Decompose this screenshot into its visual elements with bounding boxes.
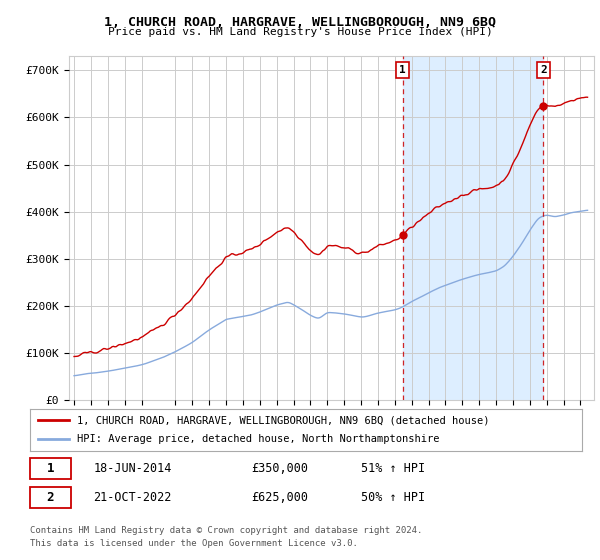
Text: 50% ↑ HPI: 50% ↑ HPI bbox=[361, 491, 425, 504]
FancyBboxPatch shape bbox=[30, 458, 71, 479]
Text: Contains HM Land Registry data © Crown copyright and database right 2024.: Contains HM Land Registry data © Crown c… bbox=[30, 526, 422, 535]
Text: 2: 2 bbox=[540, 65, 547, 75]
Bar bbox=[403, 56, 544, 400]
Text: 51% ↑ HPI: 51% ↑ HPI bbox=[361, 462, 425, 475]
Text: This data is licensed under the Open Government Licence v3.0.: This data is licensed under the Open Gov… bbox=[30, 539, 358, 548]
Text: 1, CHURCH ROAD, HARGRAVE, WELLINGBOROUGH, NN9 6BQ: 1, CHURCH ROAD, HARGRAVE, WELLINGBOROUGH… bbox=[104, 16, 496, 29]
Text: HPI: Average price, detached house, North Northamptonshire: HPI: Average price, detached house, Nort… bbox=[77, 435, 439, 445]
Text: 1: 1 bbox=[47, 462, 54, 475]
Text: 21-OCT-2022: 21-OCT-2022 bbox=[94, 491, 172, 504]
Text: Price paid vs. HM Land Registry's House Price Index (HPI): Price paid vs. HM Land Registry's House … bbox=[107, 27, 493, 37]
Text: 1: 1 bbox=[399, 65, 406, 75]
Text: 18-JUN-2014: 18-JUN-2014 bbox=[94, 462, 172, 475]
Text: £625,000: £625,000 bbox=[251, 491, 308, 504]
Text: 1, CHURCH ROAD, HARGRAVE, WELLINGBOROUGH, NN9 6BQ (detached house): 1, CHURCH ROAD, HARGRAVE, WELLINGBOROUGH… bbox=[77, 415, 490, 425]
Text: 2: 2 bbox=[47, 491, 54, 504]
Text: £350,000: £350,000 bbox=[251, 462, 308, 475]
FancyBboxPatch shape bbox=[30, 487, 71, 508]
